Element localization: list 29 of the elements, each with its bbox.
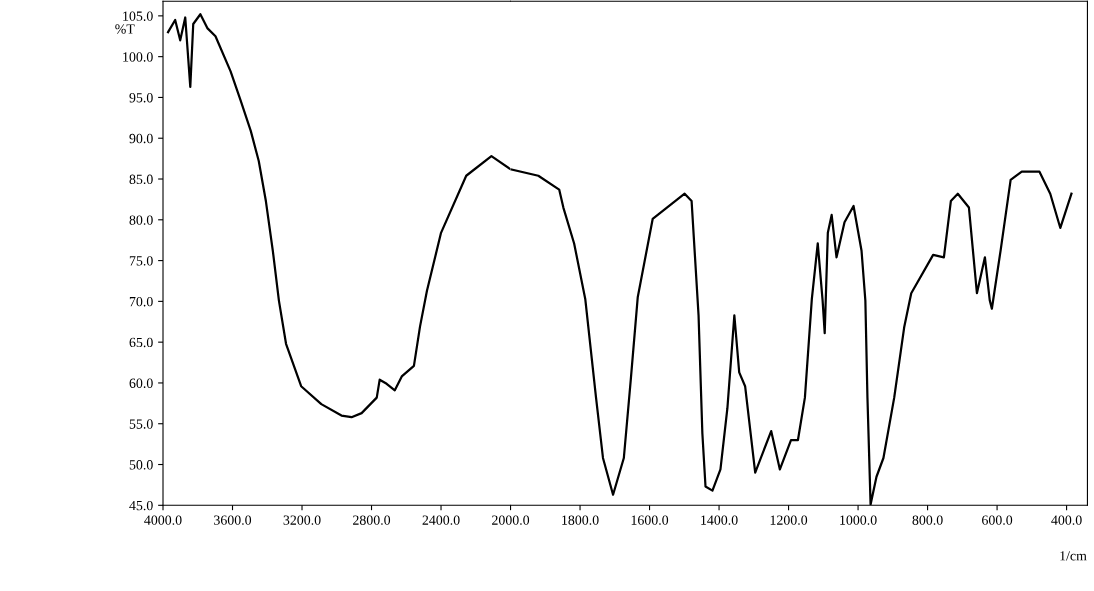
x-tick-label: 1400.0 (701, 515, 738, 525)
y-tick-label: 100.0 (123, 52, 153, 62)
y-tick-label: 75.0 (129, 256, 153, 266)
y-tick-label: 65.0 (129, 337, 153, 348)
x-tick-label: 1000.0 (840, 515, 877, 525)
x-tick-label: 2000.0 (492, 515, 530, 525)
y-tick-label: 70.0 (129, 296, 153, 307)
x-tick-label: 2400.0 (422, 515, 460, 525)
x-tick-label: 1800.0 (562, 515, 599, 525)
y-tick-label: 55.0 (129, 419, 153, 429)
x-tick-label: 3200.0 (283, 515, 321, 525)
y-tick-label: 80.0 (129, 215, 153, 225)
x-tick-label: 600.0 (982, 515, 1013, 525)
y-tick-label: 60.0 (129, 378, 153, 388)
x-axis-title: 1/cm (1060, 551, 1087, 561)
y-tick-label: 85.0 (129, 174, 153, 185)
x-tick-label: 800.0 (912, 515, 943, 525)
y-axis-title: %T (115, 24, 135, 34)
x-tick-label: 2800.0 (353, 515, 391, 525)
y-tick-label: 50.0 (129, 460, 153, 470)
y-tick-label: 90.0 (129, 133, 153, 144)
x-tick-label: 1600.0 (631, 515, 669, 525)
y-tick-label: 95.0 (129, 93, 153, 103)
y-tick-label: 45.0 (129, 500, 153, 511)
x-tick-label: 400.0 (1051, 515, 1082, 525)
y-tick-label: 105.0 (123, 11, 153, 21)
x-tick-label: 3600.0 (214, 515, 252, 525)
x-tick-label: 1200.0 (770, 515, 808, 525)
x-tick-label: 4000.0 (144, 515, 182, 525)
